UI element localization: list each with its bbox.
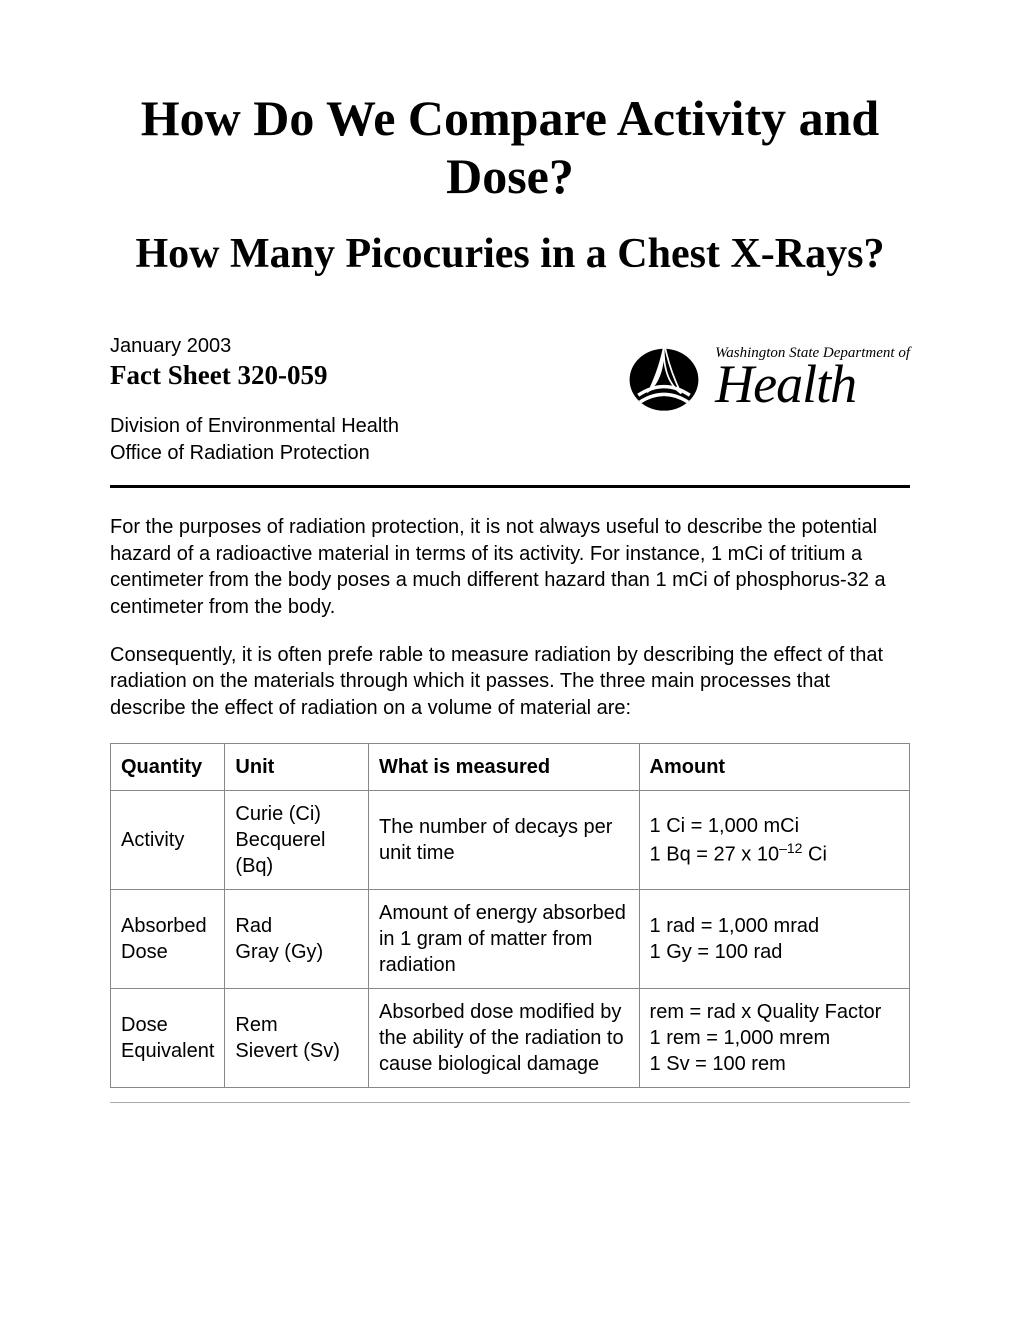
cell-quantity: Absorbed Dose: [111, 890, 225, 989]
table-row: Absorbed DoseRad Gray (Gy)Amount of ener…: [111, 890, 910, 989]
paragraph-1: For the purposes of radiation protection…: [110, 514, 910, 620]
date-line: January 2003: [110, 335, 621, 358]
header-row: January 2003 Fact Sheet 320-059 Division…: [110, 335, 910, 467]
header-left: January 2003 Fact Sheet 320-059 Division…: [110, 335, 621, 467]
cell-amount: 1 Ci = 1,000 mCi1 Bq = 27 x 10–12 Ci: [639, 791, 909, 890]
th-measured: What is measured: [368, 744, 639, 791]
th-unit: Unit: [225, 744, 369, 791]
table-row: ActivityCurie (Ci) Becquerel (Bq)The num…: [111, 791, 910, 890]
logo-big-text: Health: [715, 354, 856, 414]
page-title-sub: How Many Picocuries in a Chest X-Rays?: [110, 229, 910, 279]
cell-measured: Amount of energy absorbed in 1 gram of m…: [368, 890, 639, 989]
cell-unit: Rem Sievert (Sv): [225, 989, 369, 1088]
paragraph-2: Consequently, it is often prefe rable to…: [110, 642, 910, 721]
cell-quantity: Dose Equivalent: [111, 989, 225, 1088]
cell-measured: The number of decays per unit time: [368, 791, 639, 890]
logo-text: Washington State Department of Health: [715, 346, 910, 411]
cell-measured: Absorbed dose modified by the ability of…: [368, 989, 639, 1088]
cell-amount: rem = rad x Quality Factor1 rem = 1,000 …: [639, 989, 909, 1088]
table-header-row: Quantity Unit What is measured Amount: [111, 744, 910, 791]
page-title-main: How Do We Compare Activity and Dose?: [110, 90, 910, 205]
cell-amount: 1 rad = 1,000 mrad1 Gy = 100 rad: [639, 890, 909, 989]
table-row: Dose EquivalentRem Sievert (Sv)Absorbed …: [111, 989, 910, 1088]
radiation-table: Quantity Unit What is measured Amount Ac…: [110, 743, 910, 1088]
health-logo-icon: [621, 335, 707, 421]
th-amount: Amount: [639, 744, 909, 791]
th-quantity: Quantity: [111, 744, 225, 791]
agency-logo: Washington State Department of Health: [621, 335, 910, 421]
division-line-2: Office of Radiation Protection: [110, 440, 621, 467]
cell-unit: Rad Gray (Gy): [225, 890, 369, 989]
cell-quantity: Activity: [111, 791, 225, 890]
factsheet-line: Fact Sheet 320-059: [110, 360, 621, 391]
bottom-rule: [110, 1102, 910, 1103]
division-line-1: Division of Environmental Health: [110, 413, 621, 440]
header-rule: [110, 485, 910, 488]
cell-unit: Curie (Ci) Becquerel (Bq): [225, 791, 369, 890]
